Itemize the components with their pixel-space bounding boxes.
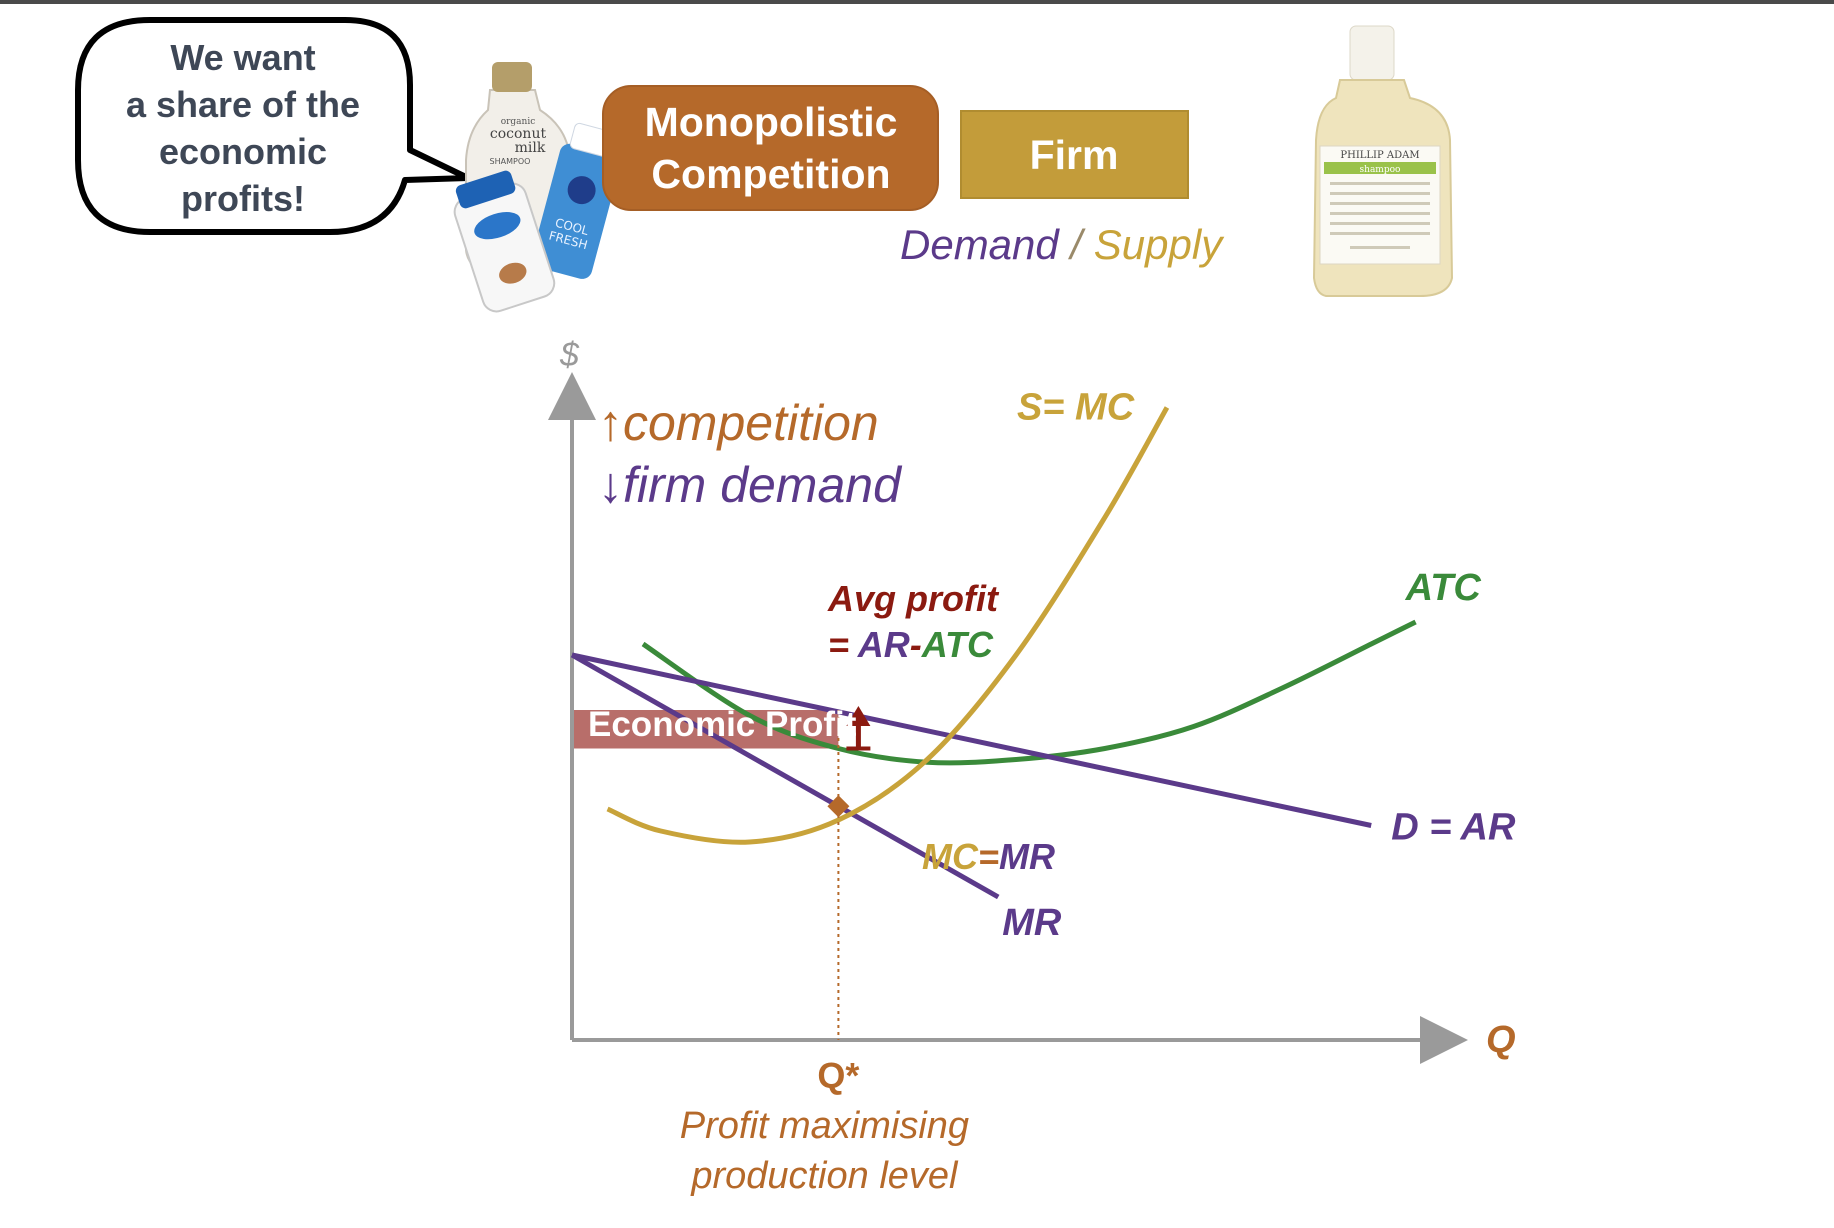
phillip-adam-shampoo-image: PHILLIP ADAM shampoo — [1312, 25, 1454, 297]
competition-annotation: ↑competition — [598, 395, 879, 451]
mr-line — [570, 652, 1000, 900]
bubble-line-2: a share of the — [126, 84, 360, 125]
market-line-2: Competition — [651, 151, 890, 197]
svg-text:coconut: coconut — [490, 126, 547, 142]
demand-ar-line — [571, 652, 1372, 828]
svg-text:organic: organic — [501, 117, 536, 127]
profit-maximising-label-line-2: production level — [690, 1155, 959, 1197]
mc-equals-mr-label: MC=MR — [922, 836, 1055, 877]
svg-text:SHAMPOO: SHAMPOO — [490, 157, 531, 166]
speech-bubble: We want a share of the economic profits! — [75, 17, 471, 235]
y-axis-label: $ — [559, 336, 580, 374]
avg-profit-label: Avg profit — [827, 578, 1000, 619]
economic-profit-label: Economic Profit — [588, 705, 857, 744]
firm-label: Firm — [1030, 132, 1119, 178]
profit-maximising-label-line-1: Profit maximising — [680, 1105, 969, 1147]
bubble-line-3: economic — [159, 131, 327, 172]
firm-demand-annotation: ↓firm demand — [598, 457, 903, 513]
bubble-line-4: profits! — [181, 178, 305, 219]
market-line-1: Monopolistic — [645, 99, 898, 145]
avg-profit-arrow — [846, 706, 871, 751]
mc-mr-intersection-point — [827, 795, 850, 818]
demand-curve-label: D = AR — [1391, 807, 1516, 849]
bubble-line-1: We want — [170, 37, 315, 78]
monopolistic-competition-chart: $ Q S= MC ATC D = AR MR ↑competition ↓fi… — [548, 336, 1516, 1197]
market-structure-badge: Monopolistic Competition — [602, 85, 939, 211]
mr-curve-label: MR — [1002, 902, 1062, 944]
x-axis-label: Q — [1486, 1019, 1516, 1061]
avg-profit-formula: = AR-ATC — [828, 624, 994, 665]
svg-text:milk: milk — [515, 140, 546, 156]
atc-curve-label: ATC — [1405, 567, 1482, 609]
q-star-label: Q* — [817, 1055, 859, 1096]
top-border — [0, 0, 1834, 4]
svg-text:shampoo: shampoo — [1360, 165, 1401, 175]
firm-badge: Firm — [960, 110, 1189, 199]
demand-supply-label: Demand / Supply — [900, 221, 1225, 268]
supply-mc-curve — [606, 406, 1170, 845]
shampoo-bottles-image: organic coconut milk SHAMPOO COOL FRESH — [453, 62, 621, 313]
svg-text:PHILLIP ADAM: PHILLIP ADAM — [1340, 150, 1419, 161]
mc-curve-label: S= MC — [1017, 387, 1135, 429]
